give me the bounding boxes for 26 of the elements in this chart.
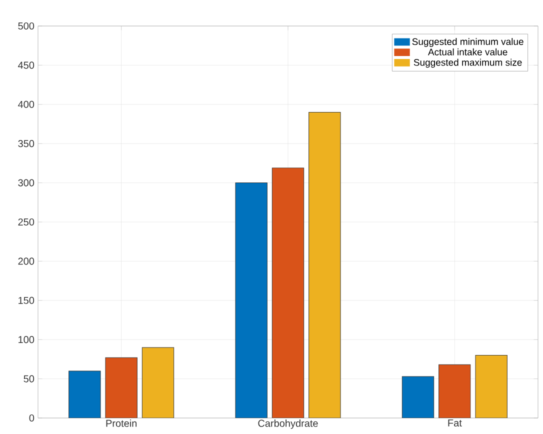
y-tick-label: 250 [18, 218, 34, 226]
bar [105, 357, 138, 418]
bar [142, 347, 174, 418]
y-tick-label: 0 [29, 414, 34, 422]
y-tick-label: 300 [18, 179, 34, 186]
bar [438, 364, 471, 418]
bar [68, 370, 101, 418]
x-tick-label: Fat [448, 420, 462, 427]
legend-label: Actual intake value [428, 48, 508, 56]
bar [402, 376, 434, 418]
x-tick-label: Protein [106, 420, 137, 427]
y-tick-label: 150 [18, 296, 34, 304]
y-tick-label: 100 [18, 336, 34, 344]
x-tick-label: Carbohydrate [258, 420, 318, 429]
y-tick-label: 350 [18, 140, 34, 148]
y-tick-label: 200 [18, 258, 34, 265]
bar [235, 182, 268, 418]
bar [272, 168, 304, 418]
y-tick-label: 500 [18, 22, 34, 30]
legend-label: Suggested maximum size [414, 58, 522, 68]
y-tick-label: 400 [18, 100, 34, 108]
bar [308, 112, 341, 418]
y-tick-label: 450 [18, 62, 34, 69]
bar [475, 355, 508, 418]
y-tick-label: 50 [24, 375, 34, 382]
legend-label: Suggested minimum value [412, 38, 524, 47]
